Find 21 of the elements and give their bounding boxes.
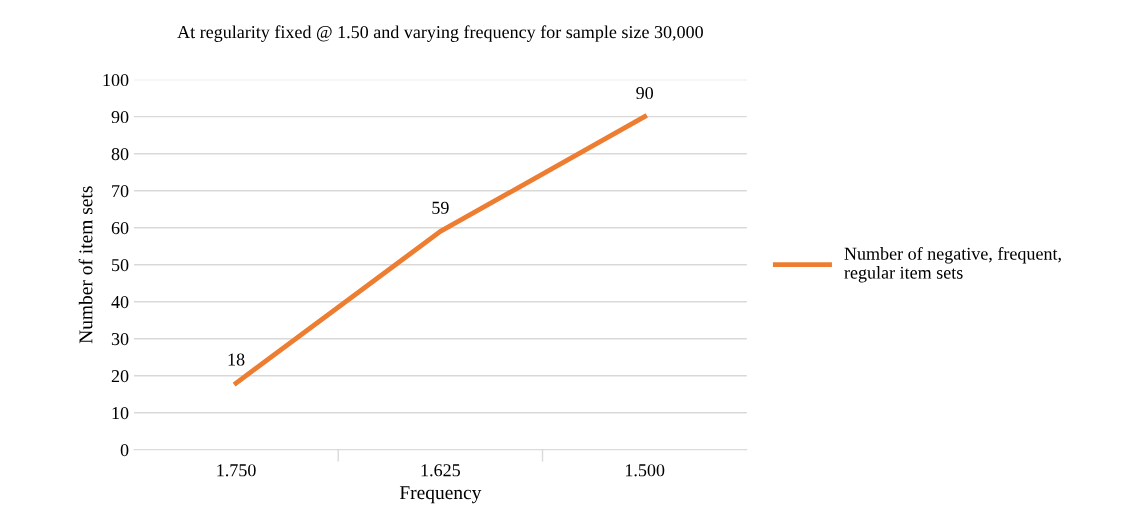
- x-tick-label: 1.500: [625, 464, 665, 477]
- y-tick-label: 30: [111, 332, 129, 346]
- data-label: 18: [228, 353, 245, 366]
- chart-title: At regularity fixed @ 1.50 and varying frequency for sample size 30,000: [177, 25, 703, 42]
- legend-label: Number of negative, frequent, regular item sets: [844, 246, 1061, 283]
- data-label: 90: [636, 86, 654, 100]
- x-tick-label: 1.750: [217, 464, 256, 477]
- y-tick-label: 100: [103, 73, 129, 87]
- y-tick-label: 10: [112, 407, 129, 420]
- y-tick-label: 90: [111, 110, 129, 124]
- y-tick-label: 70: [112, 184, 129, 198]
- y-tick-label: 60: [111, 221, 129, 235]
- y-tick-label: 40: [111, 295, 129, 309]
- y-tick-label: 0: [120, 444, 129, 457]
- y-tick-label: 50: [112, 258, 129, 272]
- x-tick-label: 1.625: [421, 464, 460, 477]
- y-tick-label: 20: [111, 369, 129, 383]
- y-axis-title: Number of item sets: [78, 186, 93, 344]
- x-axis-title: Frequency: [399, 486, 482, 504]
- y-tick-label: 80: [111, 147, 129, 161]
- data-label: 59: [432, 201, 449, 214]
